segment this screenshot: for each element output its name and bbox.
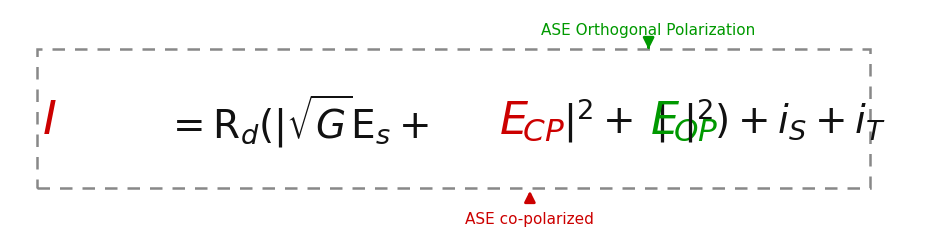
Text: ASE Orthogonal Polarization: ASE Orthogonal Polarization xyxy=(540,23,755,38)
Text: $= \mathrm{R}_d(|\sqrt{G}\mathrm{E}_s +$: $= \mathrm{R}_d(|\sqrt{G}\mathrm{E}_s +$ xyxy=(165,92,428,150)
Text: $|^2) + \mathit{i}_S + \mathit{i}_T$: $|^2) + \mathit{i}_S + \mathit{i}_T$ xyxy=(682,97,885,145)
Text: $\mathbf{\mathit{E}}_{\!\mathbf{\mathit{OP}}}$: $\mathbf{\mathit{E}}_{\!\mathbf{\mathit{… xyxy=(650,99,718,143)
Text: $|^2 +\ |$: $|^2 +\ |$ xyxy=(563,97,665,145)
Text: $\mathbf{\mathit{E}}_{\!\mathbf{\mathit{CP}}}$: $\mathbf{\mathit{E}}_{\!\mathbf{\mathit{… xyxy=(498,99,564,143)
Text: $\mathit{I}$: $\mathit{I}$ xyxy=(42,98,57,144)
Text: ASE co-polarized: ASE co-polarized xyxy=(465,212,593,227)
